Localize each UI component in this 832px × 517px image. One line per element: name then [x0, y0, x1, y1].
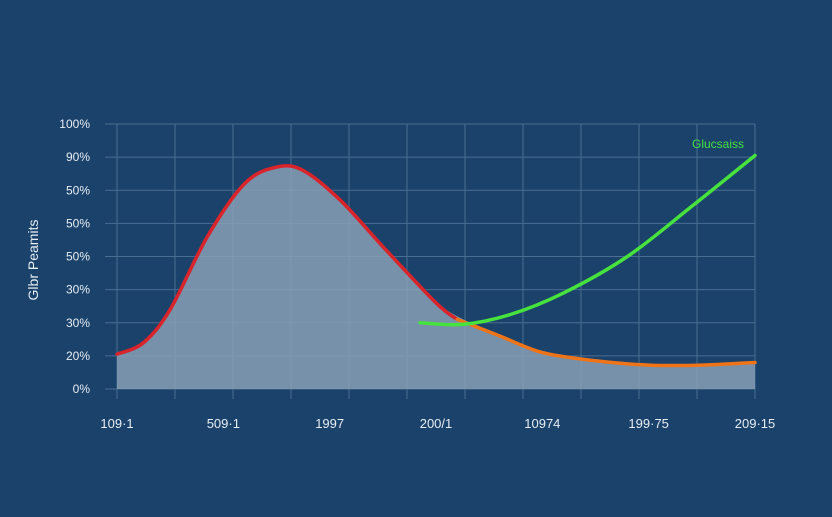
y-tick-label: 20%	[66, 349, 90, 363]
legend-label: Glucsaiss	[692, 137, 744, 151]
area-fill	[117, 165, 755, 389]
y-tick-label: 50%	[66, 216, 90, 230]
x-tick-label: 109·1	[100, 416, 133, 431]
x-tick-label: 1997	[315, 416, 344, 431]
series-line-3	[418, 153, 757, 327]
series-layer	[115, 153, 757, 368]
y-tick-label: 50%	[66, 250, 90, 264]
x-tick-label: 199·75	[628, 416, 668, 431]
series-line-1	[115, 163, 460, 356]
x-tick-label: 200/1	[420, 416, 453, 431]
y-tick-label: 100%	[59, 117, 90, 131]
y-tick-label: 50%	[66, 183, 90, 197]
y-tick-labels: 0% 20% 30% 30% 50% 50% 50% 90% 100%	[59, 117, 90, 396]
x-tick-label: 209·15	[735, 416, 775, 431]
y-tick-label: 90%	[66, 150, 90, 164]
y-tick-label: 0%	[73, 382, 91, 396]
y-tick-label: 30%	[66, 316, 90, 330]
x-tick-labels: 109·1 509·1 1997 200/1 10974 199·75 209·15	[100, 416, 775, 431]
series-line-2	[455, 317, 757, 368]
area-layer	[117, 165, 755, 389]
x-tick-label: 10974	[524, 416, 560, 431]
y-axis-title: Glbr Peamits	[25, 220, 41, 301]
y-tick-label: 30%	[66, 283, 90, 297]
x-tick-label: 509·1	[207, 416, 240, 431]
